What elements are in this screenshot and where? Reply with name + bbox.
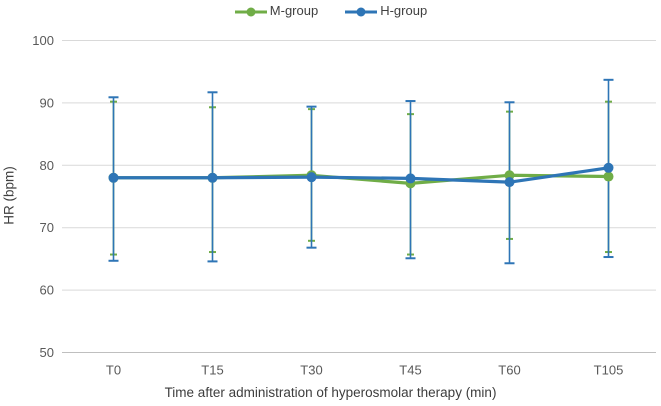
y-tick-label: 70 bbox=[40, 220, 54, 235]
y-tick-labels: 50 60 70 80 90 100 bbox=[32, 33, 54, 360]
y-tick-label: 90 bbox=[40, 95, 54, 110]
chart-legend: M-group H-group bbox=[0, 1, 661, 21]
data-point-h-group-T30 bbox=[306, 172, 317, 183]
legend-label-h-group: H-group bbox=[380, 3, 428, 18]
m-group-line-marker-icon bbox=[234, 5, 268, 17]
error-bars-h-group bbox=[108, 78, 614, 265]
y-tick-label: 60 bbox=[40, 283, 54, 298]
legend-item-m-group: M-group bbox=[234, 2, 318, 20]
data-point-h-group-T45 bbox=[405, 173, 416, 184]
data-point-m-group-T60 bbox=[504, 170, 515, 181]
x-tick-labels: T0 T15 T30 T45 T60 T105 bbox=[106, 363, 623, 378]
h-group-line-marker-icon bbox=[344, 5, 378, 17]
data-point-h-group-T0 bbox=[108, 172, 119, 183]
x-tick-label: T15 bbox=[201, 363, 223, 378]
legend-label-m-group: M-group bbox=[269, 3, 319, 18]
y-tick-label: 50 bbox=[40, 345, 54, 360]
x-tick-label: T60 bbox=[498, 363, 520, 378]
x-tick-label: T0 bbox=[106, 363, 121, 378]
gridlines bbox=[62, 40, 656, 353]
series-h-group bbox=[108, 162, 614, 188]
x-tick-label: T105 bbox=[594, 363, 624, 378]
y-tick-label: 100 bbox=[32, 33, 54, 48]
x-tick-label: T30 bbox=[300, 363, 322, 378]
x-axis-title: Time after administration of hyperosmola… bbox=[164, 385, 497, 400]
y-tick-label: 80 bbox=[40, 158, 54, 173]
legend-item-h-group: H-group bbox=[344, 2, 427, 20]
data-point-h-group-T60 bbox=[504, 177, 515, 188]
y-axis-title: HR (bpm) bbox=[1, 166, 17, 225]
x-tick-label: T45 bbox=[399, 363, 421, 378]
data-point-h-group-T15 bbox=[207, 172, 218, 183]
data-point-h-group-T105 bbox=[603, 162, 614, 173]
data-point-m-group-T105 bbox=[603, 171, 614, 182]
